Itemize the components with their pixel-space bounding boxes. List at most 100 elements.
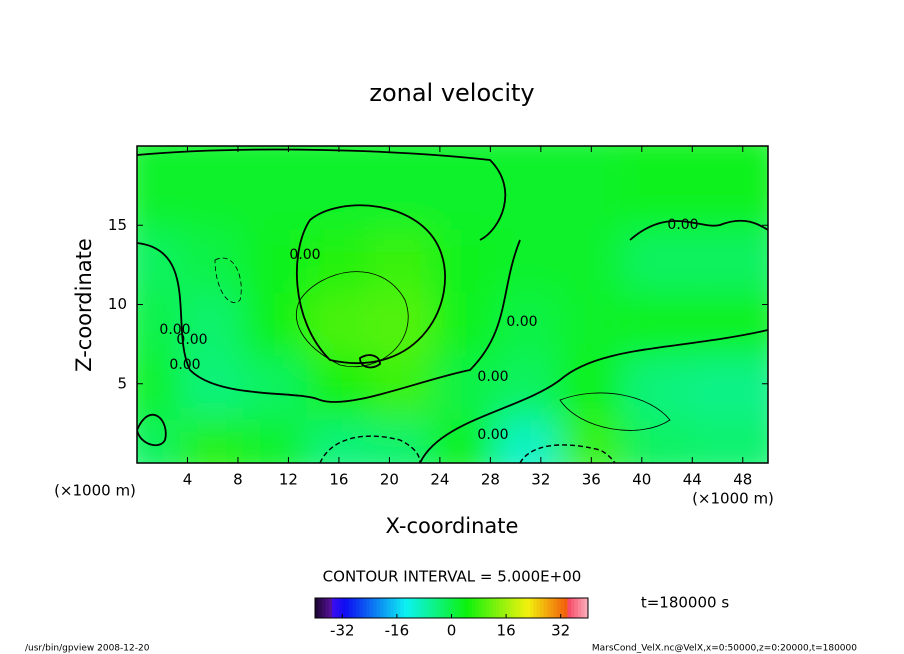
contour-label: 0.00 bbox=[667, 217, 698, 233]
colorbar-step bbox=[540, 598, 545, 618]
colorbar-step bbox=[553, 598, 558, 618]
colorbar-step bbox=[400, 598, 405, 618]
colorbar-step bbox=[431, 598, 435, 618]
footer-right: MarsCond_VelX.nc@VelX,x=0:50000,z=0:2000… bbox=[592, 644, 857, 654]
colorbar-tick-label: -16 bbox=[385, 622, 410, 640]
colorbar-step bbox=[386, 598, 391, 618]
colorbar-step bbox=[547, 598, 551, 618]
x-tick-label: 16 bbox=[329, 471, 348, 489]
x-tick-label: 4 bbox=[183, 471, 193, 489]
contour-interval: CONTOUR INTERVAL = 5.000E+00 bbox=[323, 568, 582, 586]
field-cell bbox=[684, 146, 768, 230]
colorbar-step bbox=[345, 598, 350, 618]
colorbar-step bbox=[427, 598, 432, 618]
colorbar-step bbox=[376, 598, 381, 618]
colorbar-step bbox=[465, 598, 470, 618]
colorbar-step bbox=[499, 598, 504, 618]
contour-label: 0.00 bbox=[169, 357, 200, 373]
contour-label: 0.00 bbox=[176, 332, 207, 348]
colorbar: -32 -16 0 16 32 bbox=[314, 597, 589, 640]
colorbar-step bbox=[424, 598, 429, 618]
colorbar-step bbox=[332, 598, 336, 618]
colorbar-step bbox=[533, 598, 538, 618]
colorbar-step bbox=[373, 598, 377, 618]
colorbar-step bbox=[564, 598, 569, 618]
x-tick-label: 24 bbox=[430, 471, 449, 489]
chart-title: zonal velocity bbox=[369, 79, 534, 107]
colorbar-step bbox=[506, 598, 511, 618]
colorbar-step bbox=[355, 598, 360, 618]
x-unit: (×1000 m) bbox=[54, 482, 136, 500]
y-tick-label: 5 bbox=[117, 374, 127, 392]
y-axis-title: Z-coordinate bbox=[72, 238, 96, 372]
colorbar-step bbox=[468, 598, 473, 618]
contour-label: 0.00 bbox=[289, 247, 320, 263]
colorbar-step bbox=[383, 598, 388, 618]
colorbar-step bbox=[523, 598, 528, 618]
colorbar-step bbox=[512, 598, 517, 618]
colorbar-tick-label: 32 bbox=[551, 622, 570, 640]
colorbar-step bbox=[475, 598, 480, 618]
colorbar-step bbox=[492, 598, 497, 618]
colorbar-step bbox=[390, 598, 394, 618]
colorbar-step bbox=[454, 598, 459, 618]
colorbar-step bbox=[574, 598, 579, 618]
colorbar-step bbox=[362, 598, 367, 618]
colorbar-step bbox=[407, 598, 412, 618]
x-tick-label: 20 bbox=[380, 471, 399, 489]
x-tick-label: 12 bbox=[279, 471, 298, 489]
x-tick-label: 8 bbox=[233, 471, 243, 489]
colorbar-step bbox=[543, 598, 548, 618]
colorbar-step bbox=[550, 598, 555, 618]
colorbar-step bbox=[379, 598, 384, 618]
colorbar-tick-label: 0 bbox=[447, 622, 457, 640]
colorbar-step bbox=[584, 598, 589, 618]
colorbar-step bbox=[403, 598, 408, 618]
colorbar-step bbox=[321, 598, 326, 618]
contour-label: 0.00 bbox=[477, 427, 508, 443]
x-tick-label: 32 bbox=[531, 471, 550, 489]
colorbar-step bbox=[349, 598, 354, 618]
colorbar-step bbox=[359, 598, 364, 618]
colorbar-step bbox=[509, 598, 514, 618]
colorbar-step bbox=[369, 598, 374, 618]
colorbar-step bbox=[485, 598, 490, 618]
colorbar-step bbox=[437, 598, 442, 618]
colorbar-step bbox=[529, 598, 534, 618]
colorbar-step bbox=[489, 598, 493, 618]
colorbar-step bbox=[434, 598, 439, 618]
time-label: t=180000 s bbox=[641, 594, 729, 612]
colorbar-step bbox=[448, 598, 452, 618]
colorbar-step bbox=[461, 598, 466, 618]
colorbar-step bbox=[577, 598, 582, 618]
colorbar-step bbox=[328, 598, 333, 618]
x-axis-title: X-coordinate bbox=[386, 514, 519, 538]
colorbar-step bbox=[581, 598, 586, 618]
colorbar-step bbox=[410, 598, 415, 618]
colorbar-step bbox=[557, 598, 562, 618]
x-tick-label: 36 bbox=[582, 471, 601, 489]
colorbar-step bbox=[567, 598, 572, 618]
colorbar-step bbox=[366, 598, 371, 618]
contour-label: 0.00 bbox=[506, 314, 537, 330]
colorbar-step bbox=[502, 598, 507, 618]
colorbar-step bbox=[471, 598, 476, 618]
colorbar-tick-label: -32 bbox=[330, 622, 355, 640]
footer-left: /usr/bin/gpview 2008-12-20 bbox=[25, 644, 150, 654]
colorbar-step bbox=[536, 598, 541, 618]
colorbar-step bbox=[444, 598, 449, 618]
colorbar-step bbox=[458, 598, 463, 618]
colorbar-step bbox=[560, 598, 565, 618]
colorbar-step bbox=[338, 598, 343, 618]
colorbar-step bbox=[318, 598, 323, 618]
colorbar-step bbox=[417, 598, 422, 618]
x-tick-label: 48 bbox=[733, 471, 752, 489]
colorbar-step bbox=[342, 598, 347, 618]
colorbar-step bbox=[352, 598, 357, 618]
colorbar-step bbox=[526, 598, 531, 618]
x-tick-label: 44 bbox=[683, 471, 702, 489]
colorbar-step bbox=[478, 598, 483, 618]
field bbox=[137, 146, 768, 463]
colorbar-tick-label: 16 bbox=[497, 622, 516, 640]
contour-label: 0.00 bbox=[477, 369, 508, 385]
